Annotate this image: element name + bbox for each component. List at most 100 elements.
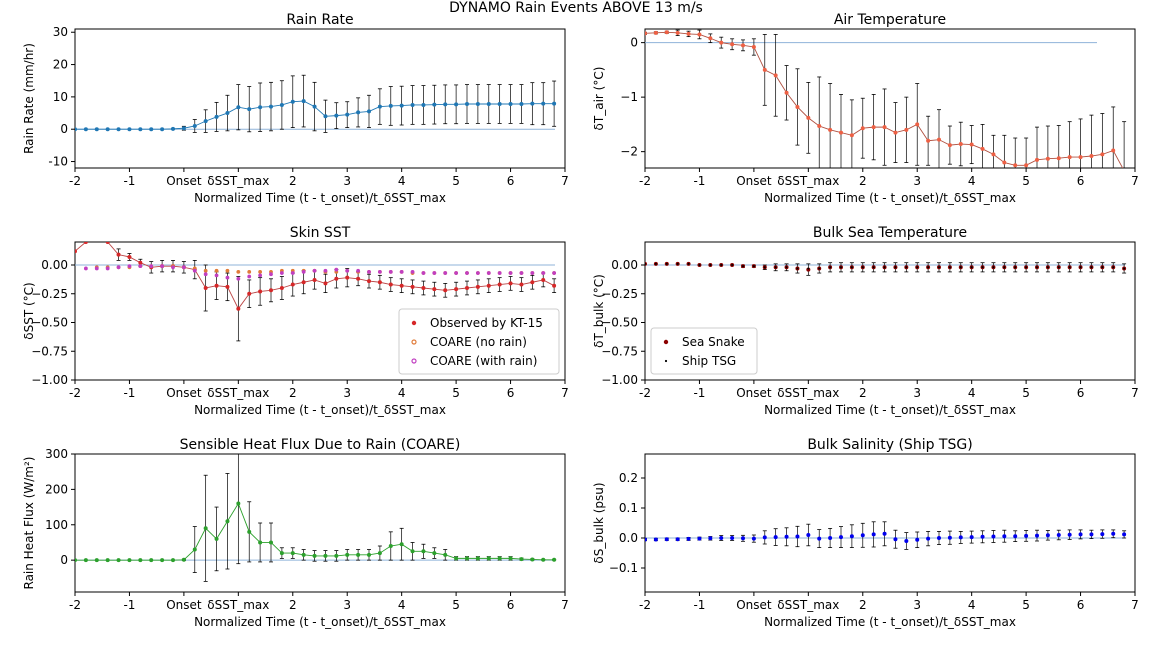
data-point	[1013, 163, 1017, 167]
data-point	[938, 266, 940, 268]
sensible-heat-flux-xtick-label: 4	[398, 598, 406, 612]
data-point	[476, 285, 480, 289]
data-point	[904, 539, 908, 543]
sensible-heat-flux-axes: Sensible Heat Flux Due to Rain (COARE)-2…	[22, 437, 569, 629]
air-temperature-xtick-label: 3	[913, 174, 921, 188]
data-point	[697, 32, 701, 36]
data-point	[1100, 532, 1104, 536]
data-point	[850, 534, 854, 538]
data-point	[763, 535, 767, 539]
data-point	[345, 276, 349, 280]
bulk-salinity-title: Bulk Salinity (Ship TSG)	[807, 437, 972, 453]
data-point	[160, 127, 164, 131]
air-temperature-ylabel: δT_air (°C)	[592, 67, 606, 131]
data-point	[1069, 266, 1071, 268]
data-point	[367, 270, 370, 273]
data-point	[258, 289, 262, 293]
data-point	[302, 280, 306, 284]
data-point	[1025, 266, 1027, 268]
bulk-sea-temperature-xtick-label: -2	[639, 386, 651, 400]
data-point	[1036, 266, 1038, 268]
sensible-heat-flux-ylabel: Rain Heat Flux (W/m²)	[22, 457, 36, 590]
data-point	[959, 535, 963, 539]
data-point	[313, 269, 316, 272]
skin-sst-xtick-label: 3	[343, 386, 351, 400]
data-point	[698, 264, 700, 266]
data-point	[1058, 266, 1060, 268]
bulk-sea-temperature-xtick-label: 3	[913, 386, 921, 400]
data-point	[367, 279, 371, 283]
legend-label: COARE (no rain)	[430, 335, 527, 349]
data-point	[1013, 534, 1017, 538]
data-point	[850, 133, 854, 137]
data-point	[269, 540, 273, 544]
sensible-heat-flux-ytick-label: 100	[45, 518, 68, 532]
data-point	[138, 261, 142, 265]
bulk-salinity-ytick-label: −0.1	[609, 561, 638, 575]
data-point	[552, 284, 556, 288]
data-point	[949, 266, 951, 268]
data-point	[840, 266, 842, 268]
data-point	[509, 556, 513, 560]
data-point	[862, 266, 864, 268]
bulk-sea-temperature-xtick-label: Onset	[736, 386, 772, 400]
data-point	[138, 127, 142, 131]
data-point	[149, 127, 153, 131]
skin-sst-legend: Observed by KT-15 COARE (no rain) COARE (w…	[399, 309, 559, 374]
bulk-sea-temperature-xtick-label: -1	[693, 386, 705, 400]
data-point	[106, 267, 109, 270]
data-point	[884, 266, 886, 268]
data-point	[915, 122, 919, 126]
data-point	[400, 542, 404, 546]
data-point	[817, 537, 821, 541]
data-point	[1046, 157, 1050, 161]
data-point	[432, 551, 436, 555]
data-point	[530, 280, 534, 284]
data-point	[1046, 533, 1050, 537]
data-point	[356, 110, 360, 114]
bulk-sea-temperature-xtick-label: δSST_max	[777, 386, 839, 400]
data-point	[454, 102, 458, 106]
data-point	[84, 240, 88, 244]
data-point	[465, 102, 469, 106]
air-temperature-ytick-label: −2	[620, 145, 638, 159]
data-point	[161, 265, 164, 268]
data-point	[806, 116, 810, 120]
rain-rate-ytick-label: 20	[53, 58, 68, 72]
data-point	[541, 278, 545, 282]
rain-rate-axes: Rain Rate-2 -1 Onset δSST_max 2 3 4 5 6 7-1001020…	[22, 12, 569, 205]
air-temperature-xtick-label: 5	[1022, 174, 1030, 188]
sensible-heat-flux-ytick-label: 0	[60, 553, 68, 567]
data-point	[665, 537, 669, 541]
data-point	[95, 267, 98, 270]
air-temperature-xtick-label: 4	[968, 174, 976, 188]
data-point	[302, 270, 305, 273]
data-point	[432, 103, 436, 107]
data-point	[719, 41, 723, 45]
bulk-salinity-xtick-label: -2	[639, 598, 651, 612]
legend-marker	[664, 340, 668, 344]
data-point	[709, 264, 711, 266]
data-point	[697, 537, 701, 541]
data-point	[259, 274, 262, 277]
data-point	[509, 271, 512, 274]
data-point	[981, 535, 985, 539]
data-point	[487, 271, 490, 274]
data-point	[1002, 534, 1006, 538]
data-point	[720, 264, 722, 266]
data-point	[1035, 158, 1039, 162]
data-point	[280, 286, 284, 290]
air-temperature-xtick-label: 2	[859, 174, 867, 188]
data-point	[171, 266, 174, 269]
air-temperature-xtick-label: Onset	[736, 174, 772, 188]
data-point	[357, 269, 360, 272]
data-point	[259, 270, 262, 273]
air-temperature-ytick-label: 0	[630, 36, 638, 50]
air-temperature-xlabel: Normalized Time (t - t_onset)/t_δSST_max	[764, 191, 1016, 205]
data-point	[128, 265, 131, 268]
data-point	[323, 281, 327, 285]
data-point	[476, 556, 480, 560]
skin-sst-xtick-label: Onset	[166, 386, 202, 400]
sensible-heat-flux-xtick-label: -2	[69, 598, 81, 612]
skin-sst-ytick-label: −0.50	[31, 316, 68, 330]
